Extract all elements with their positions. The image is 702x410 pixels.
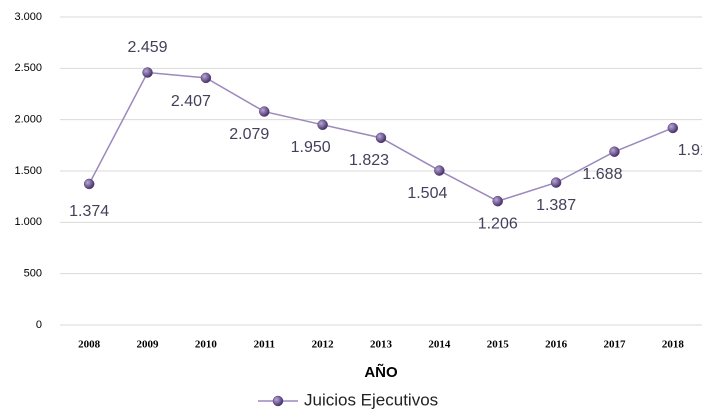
marker [375, 132, 387, 144]
data-label: 1.387 [536, 197, 576, 214]
data-label: 1.950 [291, 139, 331, 156]
legend-label: Juicios Ejecutivos [304, 390, 438, 409]
x-tick-label: 2013 [370, 339, 393, 351]
y-tick-label: 500 [24, 268, 42, 280]
y-tick-label: 3.000 [14, 11, 42, 23]
data-label: 1.919 [678, 142, 702, 159]
marker [550, 177, 562, 188]
marker [667, 122, 679, 134]
x-tick-label: 2010 [195, 339, 218, 351]
marker [492, 195, 503, 207]
data-label: 2.079 [229, 126, 269, 143]
x-tick-label: 2012 [312, 339, 335, 351]
data-label: 1.504 [407, 185, 447, 202]
marker [609, 146, 620, 157]
data-label: 1.206 [478, 215, 518, 232]
y-tick-label: 1.500 [14, 165, 42, 177]
data-label: 1.823 [349, 152, 389, 169]
marker [83, 178, 95, 190]
marker [259, 106, 270, 117]
x-tick-label: 2008 [78, 339, 101, 351]
x-tick-label: 2017 [603, 339, 626, 351]
marker [200, 72, 212, 84]
x-tick-label: 2016 [545, 339, 568, 351]
data-label: 1.688 [582, 166, 622, 183]
x-tick-label: 2015 [487, 339, 510, 351]
data-label: 1.374 [69, 203, 109, 220]
marker [434, 165, 445, 176]
data-label: 2.459 [128, 39, 168, 56]
x-tick-label: 2018 [662, 339, 685, 351]
y-tick-label: 2.000 [14, 114, 42, 126]
marker [317, 119, 328, 131]
y-tick-label: 1.000 [14, 216, 42, 228]
x-tick-label: 2014 [428, 339, 451, 351]
legend-marker [272, 395, 284, 407]
y-tick-label: 2.500 [14, 62, 42, 74]
marker [142, 67, 153, 78]
x-axis-title: AÑO [364, 363, 398, 381]
y-tick-label: 0 [36, 319, 42, 331]
x-tick-label: 2009 [137, 339, 160, 351]
x-tick-label: 2011 [254, 339, 275, 351]
data-label: 2.407 [171, 93, 211, 110]
